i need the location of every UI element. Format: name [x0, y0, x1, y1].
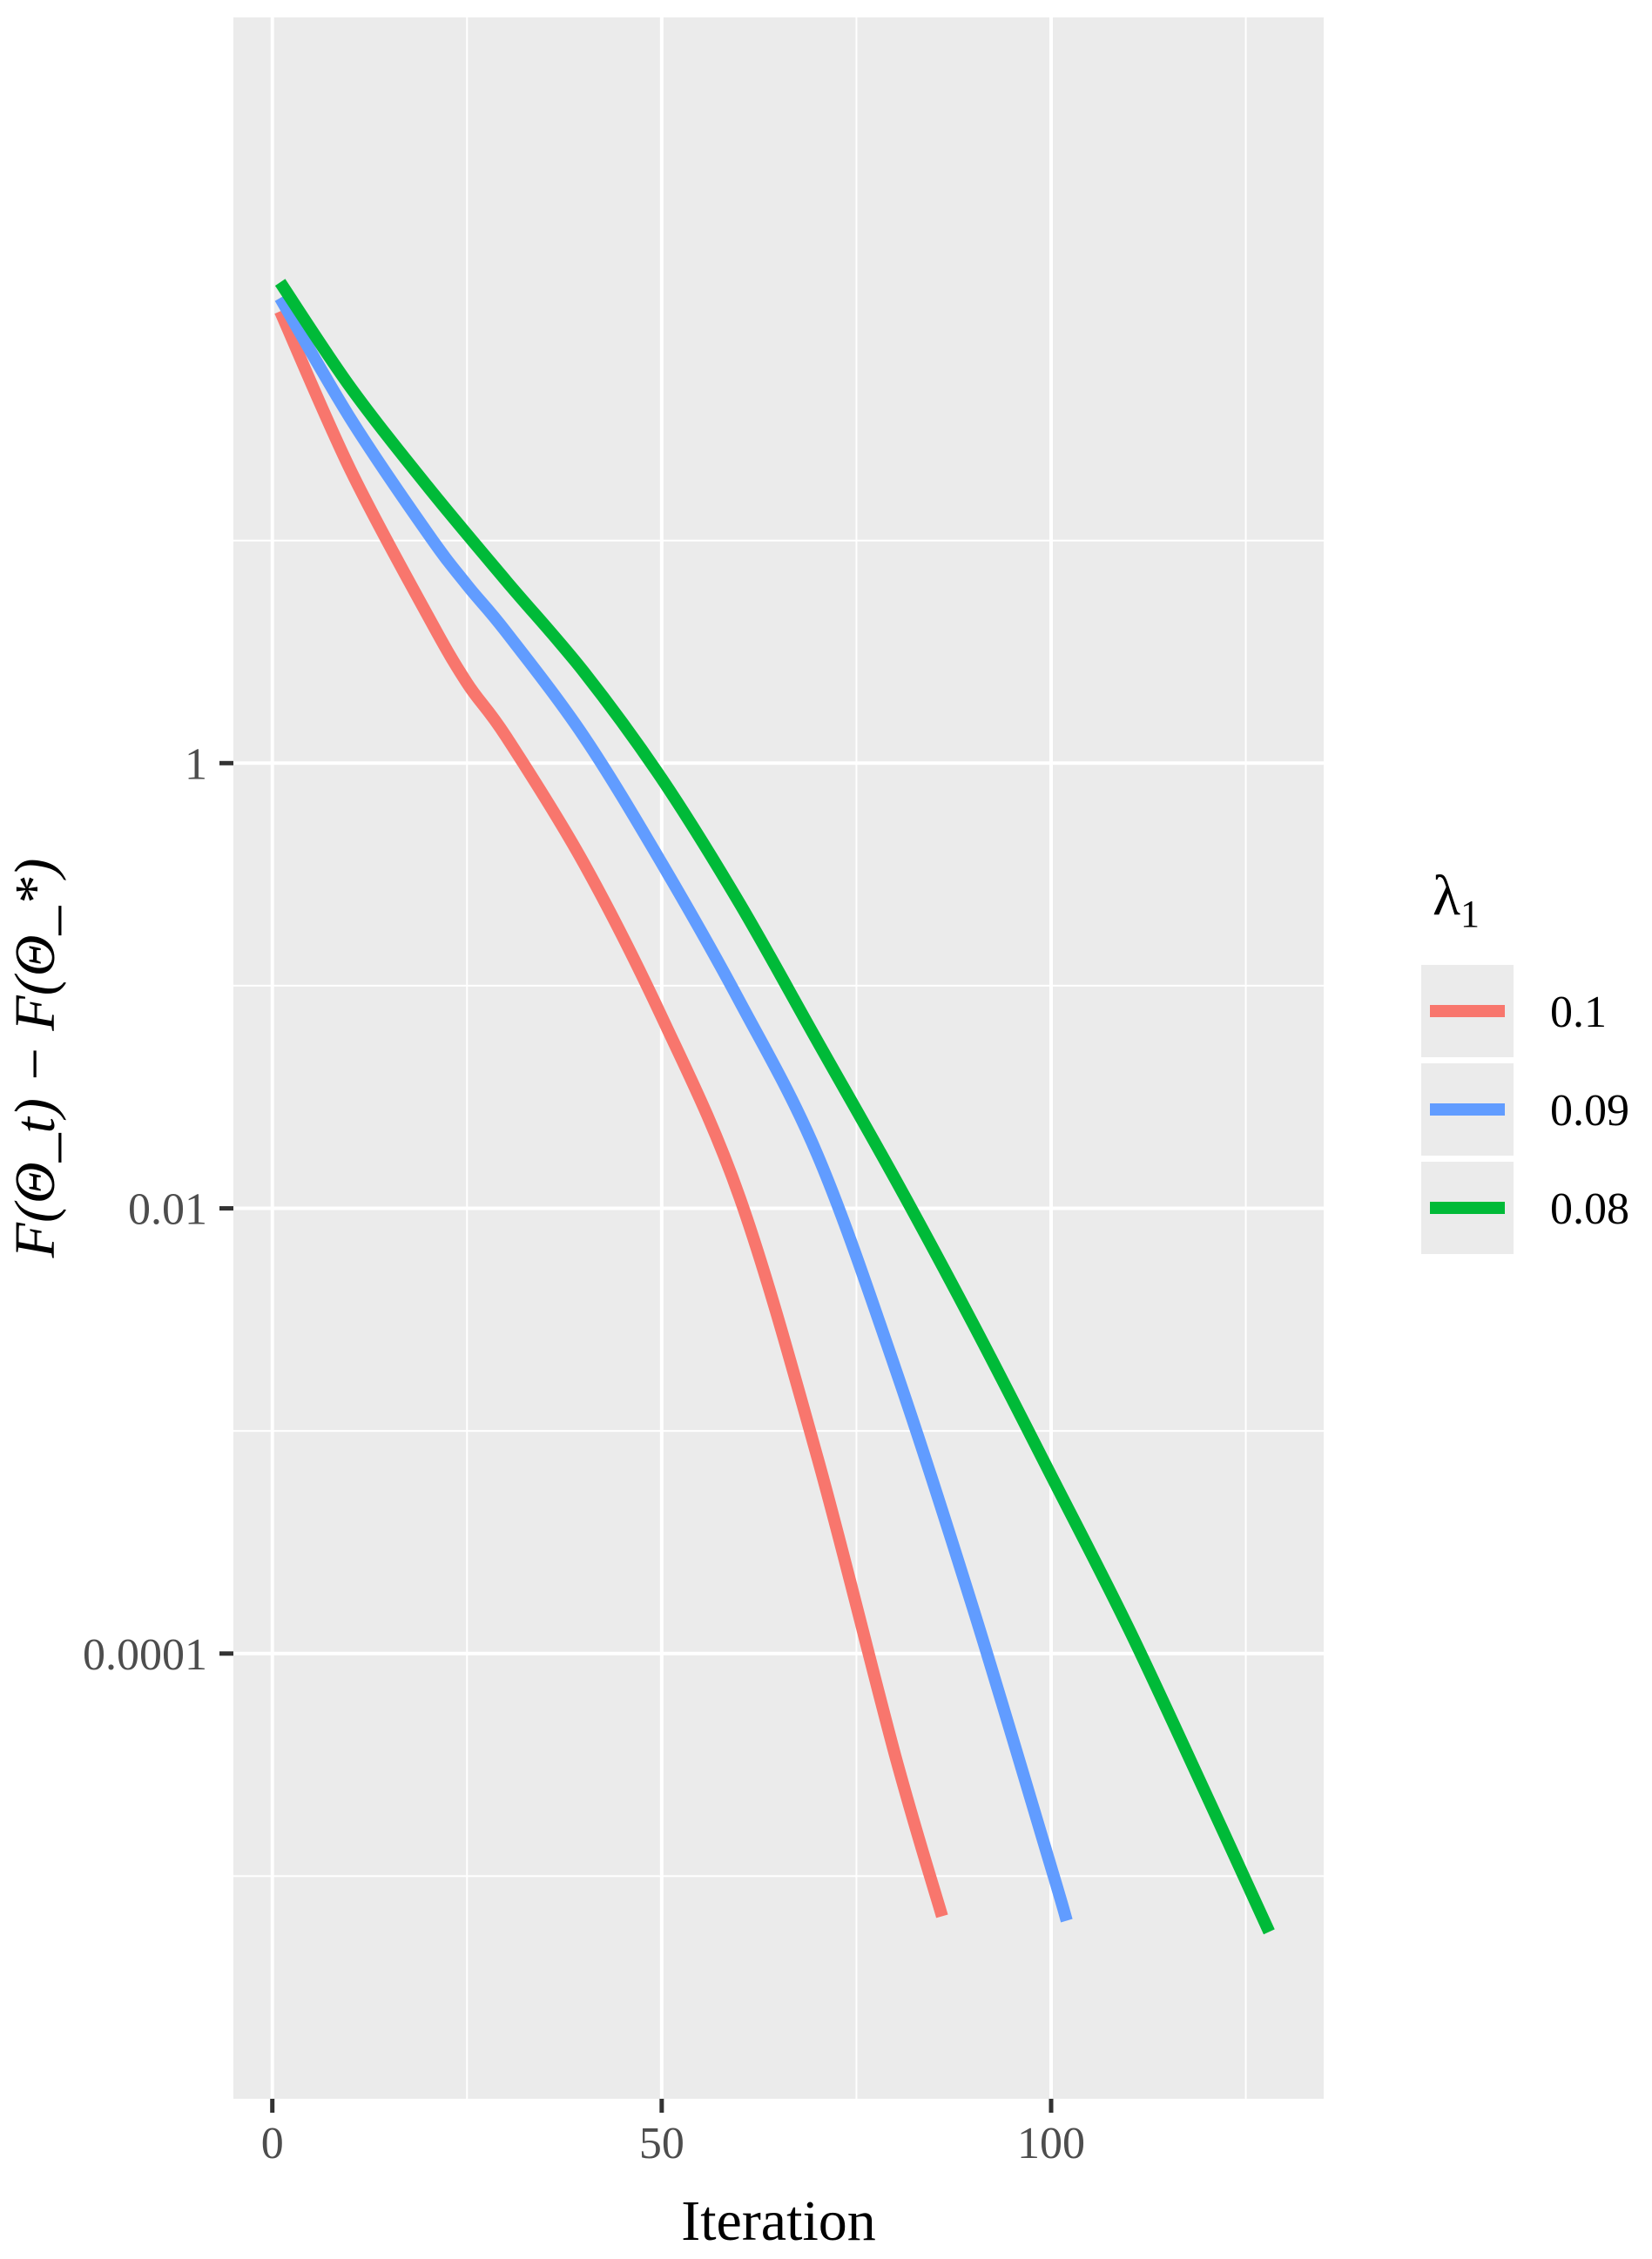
grid-minor: [233, 17, 1324, 2099]
y-tick-label: 0.0001: [83, 1630, 207, 1680]
x-axis-title: Iteration: [681, 2189, 876, 2253]
x-tick-label: 100: [1017, 2119, 1085, 2168]
x-axis: 0 50 100: [261, 2099, 1085, 2168]
series-line-0-1: [274, 308, 948, 1918]
legend-label: 0.08: [1550, 1184, 1629, 1234]
legend-title: λ1: [1433, 864, 1480, 935]
y-axis: 1 0.01 0.0001: [83, 739, 233, 1680]
y-tick-label: 1: [185, 739, 207, 789]
series-line-0-08: [274, 279, 1275, 1935]
x-tick-label: 50: [639, 2119, 684, 2168]
legend: λ1 0.1 0.09 0.08: [1421, 864, 1629, 1254]
series-line-0-09: [274, 294, 1073, 1923]
x-tick-label: 0: [261, 2119, 284, 2168]
series-layer: [274, 279, 1275, 1935]
y-tick-label: 0.01: [128, 1185, 207, 1235]
plot-panel: [233, 17, 1324, 2099]
y-axis-title: F(Θ_t) − F(Θ_*): [3, 859, 67, 1259]
legend-label: 0.09: [1550, 1086, 1629, 1136]
legend-label: 0.1: [1550, 988, 1607, 1037]
